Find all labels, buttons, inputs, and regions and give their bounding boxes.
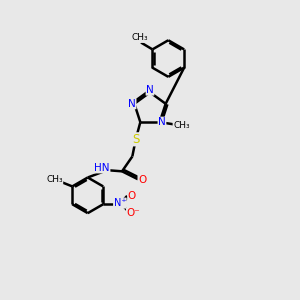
Text: O: O — [128, 191, 136, 201]
Text: N: N — [158, 117, 166, 127]
Text: CH₃: CH₃ — [132, 34, 148, 43]
Text: N⁺: N⁺ — [114, 198, 126, 208]
Text: N: N — [146, 85, 154, 95]
Text: CH₃: CH₃ — [173, 121, 190, 130]
Text: N: N — [128, 99, 136, 109]
Text: CH₃: CH₃ — [46, 175, 63, 184]
Text: HN: HN — [94, 163, 110, 173]
Text: O⁻: O⁻ — [127, 208, 140, 218]
Text: S: S — [132, 133, 140, 146]
Text: O: O — [138, 176, 146, 185]
